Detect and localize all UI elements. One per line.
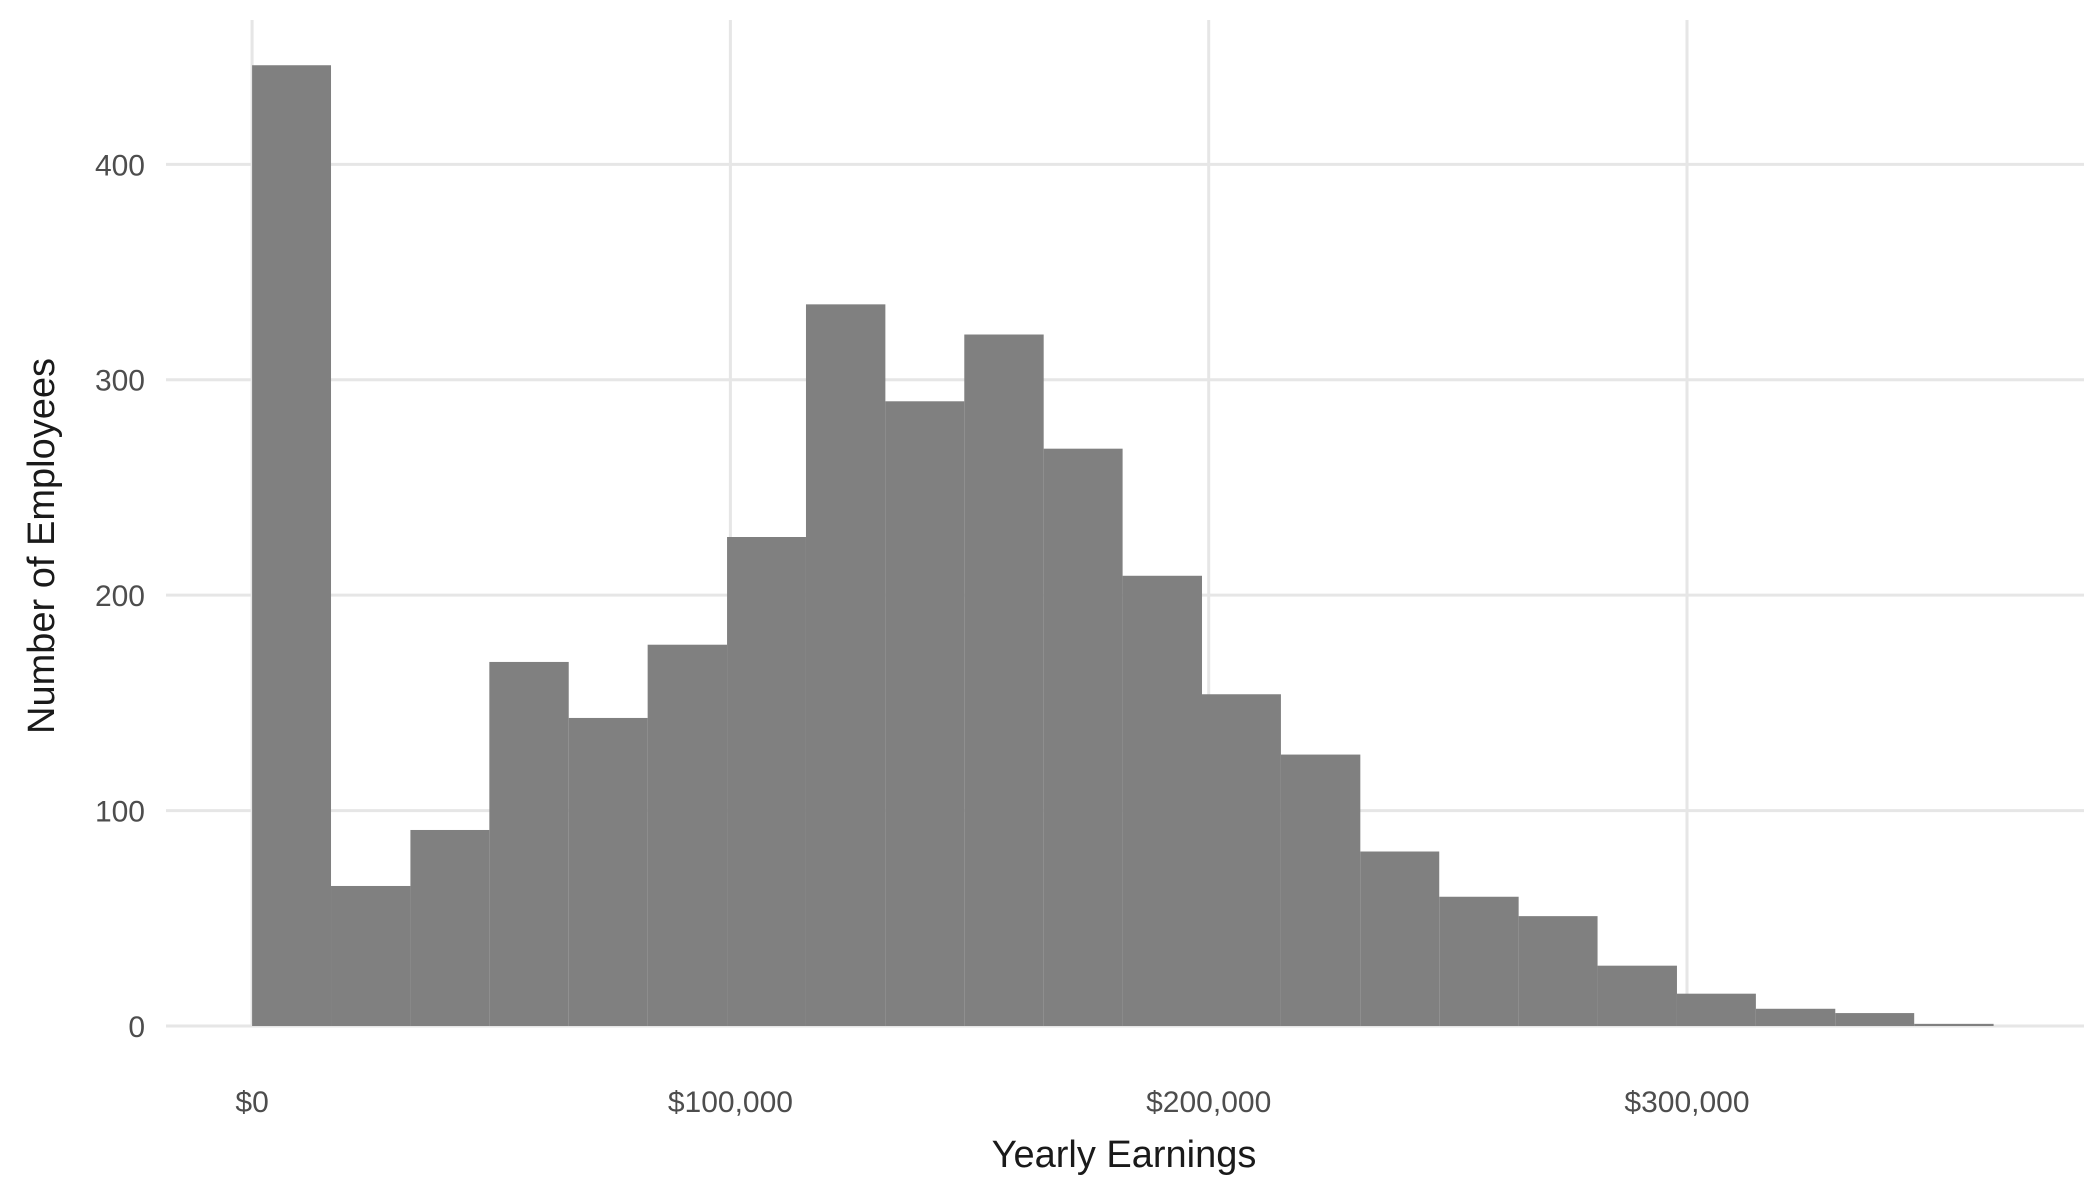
x-axis-tick-labels: $0 $100,000 $200,000 $300,000 [235, 1086, 1749, 1119]
y-tick-label: 0 [128, 1011, 145, 1044]
histogram-bar [885, 401, 965, 1027]
y-tick-label: 400 [95, 149, 145, 182]
histogram-bar [1914, 1023, 1994, 1026]
histogram-bar [1755, 1008, 1836, 1026]
histogram-bar [647, 644, 728, 1026]
histogram-bars [252, 65, 1994, 1027]
histogram-bar [1202, 694, 1281, 1026]
histogram-bar [1043, 448, 1123, 1027]
histogram-bar [1122, 575, 1203, 1026]
histogram-bar [964, 334, 1044, 1026]
y-tick-label: 200 [95, 580, 145, 613]
histogram-bar [1676, 993, 1756, 1026]
y-axis-title: Number of Employees [21, 358, 63, 734]
x-tick-label: $300,000 [1624, 1086, 1749, 1119]
x-tick-label: $200,000 [1146, 1086, 1271, 1119]
histogram-bar [489, 661, 569, 1026]
histogram-bar [1597, 965, 1677, 1026]
histogram-bar [1439, 896, 1519, 1026]
x-tick-label: $0 [235, 1086, 268, 1119]
histogram-bar [1835, 1013, 1915, 1026]
histogram-bar [1360, 851, 1440, 1026]
x-tick-label: $100,000 [668, 1086, 793, 1119]
histogram-bar [727, 537, 806, 1026]
x-axis-title: Yearly Earnings [992, 1134, 1257, 1176]
histogram-bar [568, 717, 648, 1026]
histogram-bar [410, 829, 490, 1026]
histogram-bar [252, 65, 332, 1027]
y-tick-label: 300 [95, 365, 145, 398]
histogram-bar [805, 304, 886, 1026]
histogram-bar [1280, 754, 1361, 1026]
y-axis-tick-labels: 0 100 200 300 400 [95, 149, 145, 1044]
y-tick-label: 100 [95, 796, 145, 829]
histogram-bar [1518, 916, 1598, 1026]
histogram-bar [331, 885, 411, 1026]
